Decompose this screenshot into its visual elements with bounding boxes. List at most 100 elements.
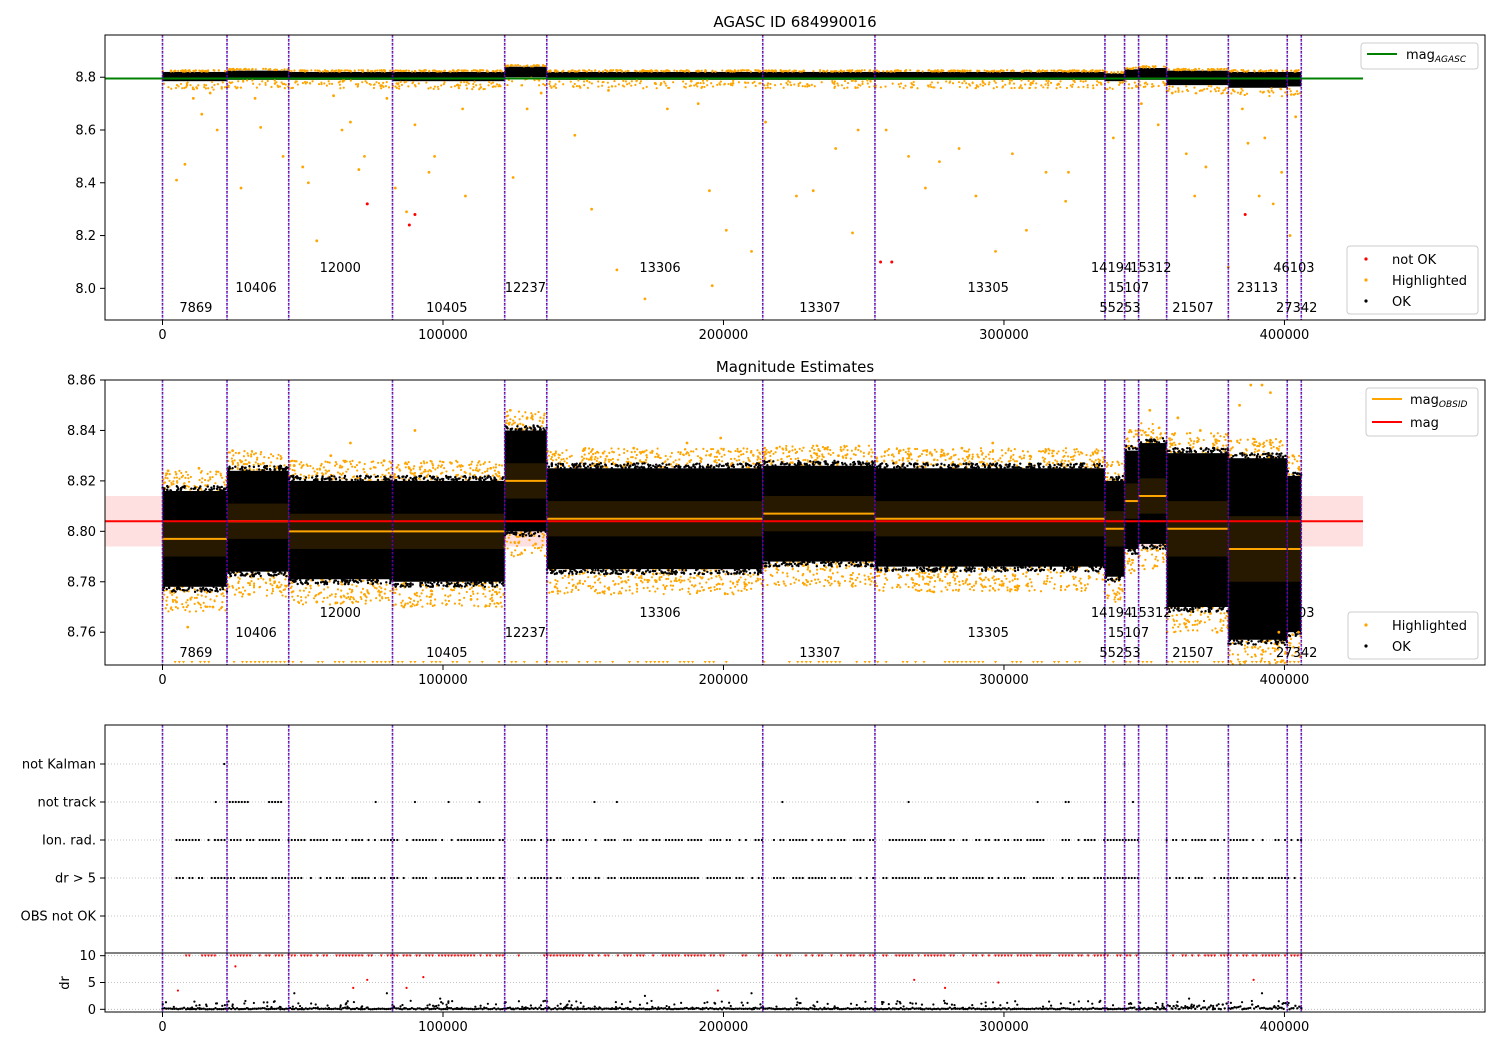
highlighted-point (432, 466, 435, 469)
highlighted-point (407, 85, 410, 88)
ok-point (252, 575, 256, 578)
highlighted-point (1067, 170, 1070, 174)
highlighted-point (301, 165, 305, 169)
highlighted-point (376, 69, 379, 72)
highlighted-point (490, 82, 493, 85)
legend-label-ok: OK (1392, 295, 1411, 310)
ok-point (738, 462, 742, 466)
ok-point (543, 429, 546, 432)
highlighted-point (220, 476, 224, 479)
obsid-label: 13305 (968, 281, 1009, 296)
highlighted-point (314, 595, 317, 598)
ok-point (641, 462, 644, 465)
highlighted-point (171, 608, 174, 612)
ok-point (292, 474, 295, 478)
highlighted-point (462, 69, 465, 72)
highlighted-point (587, 584, 590, 588)
highlighted-point (626, 457, 629, 460)
highlighted-point (851, 571, 855, 575)
highlighted-point (554, 578, 557, 582)
highlighted-point (1069, 84, 1072, 87)
highlighted-point (1209, 69, 1212, 72)
highlighted-point (443, 81, 446, 84)
highlighted-point (1107, 81, 1110, 84)
highlighted-point (1170, 91, 1174, 95)
highlighted-point (643, 69, 646, 72)
highlighted-point (247, 68, 251, 71)
ok-point (550, 463, 553, 466)
highlighted-point (277, 453, 280, 456)
highlighted-point (933, 585, 936, 588)
ok-point (419, 581, 422, 585)
highlighted-point (869, 572, 872, 575)
highlighted-point (876, 584, 879, 588)
highlighted-point (411, 70, 414, 73)
highlighted-point (583, 69, 586, 72)
highlighted-point (968, 448, 971, 451)
ok-point (330, 474, 333, 478)
ok-point (670, 572, 674, 576)
highlighted-point (411, 472, 415, 475)
ok-point (167, 586, 171, 589)
highlighted-point (1083, 69, 1086, 72)
highlighted-point (1019, 84, 1022, 87)
highlighted-point (186, 604, 190, 607)
highlighted-point (743, 587, 746, 590)
ok-point (375, 581, 379, 584)
highlighted-point (715, 461, 718, 464)
highlighted-point (227, 85, 230, 89)
highlighted-point (837, 84, 840, 87)
highlighted-point (938, 160, 941, 164)
highlighted-point (766, 82, 770, 85)
highlighted-point (574, 586, 578, 590)
highlighted-point (791, 449, 794, 452)
highlighted-point (431, 69, 434, 72)
x-tick-label: 400000 (1260, 328, 1310, 343)
ok-point (759, 464, 763, 467)
highlighted-point (882, 589, 885, 592)
highlighted-point (544, 64, 547, 68)
highlighted-point (280, 81, 283, 84)
ok-point (582, 464, 586, 468)
highlighted-point (400, 83, 404, 87)
highlighted-point (957, 588, 961, 591)
highlighted-point (833, 82, 836, 86)
highlighted-point (556, 592, 559, 595)
ok-point (277, 467, 281, 470)
highlighted-point (1020, 79, 1023, 82)
ok-point (793, 562, 797, 566)
highlighted-point (994, 81, 997, 84)
highlighted-point (492, 85, 495, 88)
ok-point (236, 570, 239, 573)
ok-point (445, 474, 448, 478)
ok-point (310, 476, 314, 479)
highlighted-point (534, 413, 537, 416)
ok-point (243, 466, 246, 470)
legend-marker-highlighted (1364, 278, 1368, 282)
highlighted-point (326, 470, 329, 473)
ok-point (498, 581, 502, 584)
highlighted-point (700, 586, 704, 589)
highlighted-point (328, 580, 331, 583)
highlighted-point (989, 450, 992, 454)
highlighted-point (228, 81, 231, 84)
highlighted-point (904, 583, 907, 586)
ok-point (348, 579, 352, 582)
highlighted-point (717, 582, 720, 585)
highlighted-point (482, 587, 485, 590)
highlighted-point (561, 451, 564, 455)
highlighted-point (336, 588, 340, 591)
highlighted-point (370, 70, 373, 73)
highlighted-point (505, 540, 509, 543)
highlighted-point (848, 565, 851, 568)
highlighted-point (558, 80, 561, 83)
highlighted-point (403, 81, 406, 84)
highlighted-point (709, 589, 712, 592)
ok-point (813, 561, 816, 564)
highlighted-point (1000, 579, 1003, 583)
highlighted-point (752, 453, 755, 456)
highlighted-point (668, 86, 671, 89)
highlighted-point (944, 586, 947, 589)
ok-point (785, 462, 789, 465)
highlighted-point (753, 80, 756, 83)
